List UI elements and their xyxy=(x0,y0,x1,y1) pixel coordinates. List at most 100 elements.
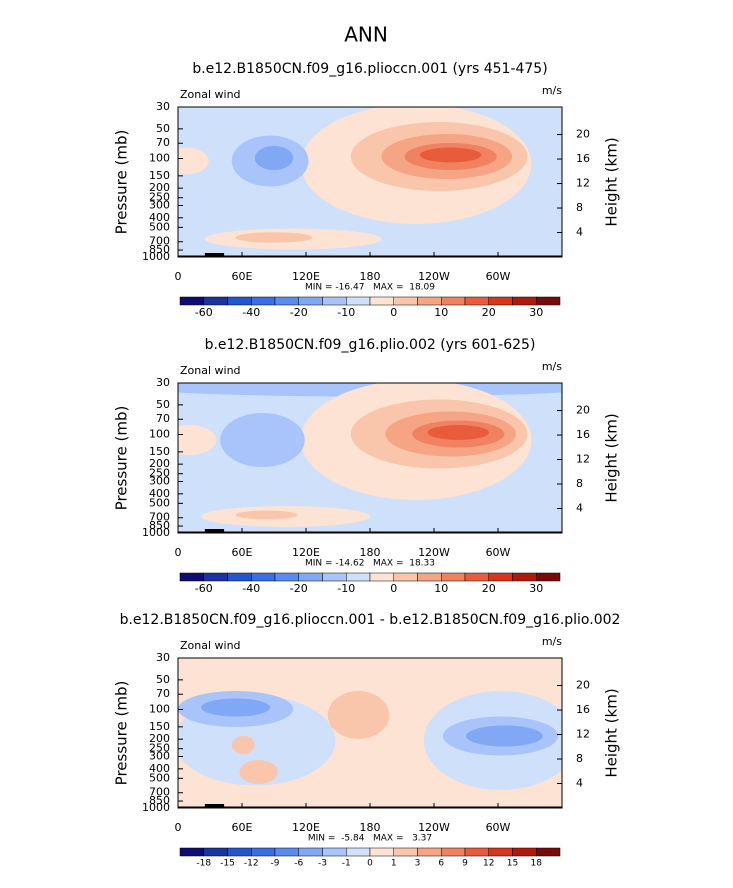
y-tick-label: 200 xyxy=(149,732,170,745)
colorbar-label: -15 xyxy=(220,859,235,869)
y-tick-label: 700 xyxy=(149,235,170,248)
colorbar-box xyxy=(512,847,537,857)
y-tick-label: 500 xyxy=(149,771,170,784)
y2-axis-label: Height (km) xyxy=(603,688,621,777)
y2-tick-label: 20 xyxy=(576,679,590,692)
y-tick-label: 300 xyxy=(149,474,170,487)
x-tick-label: 0 xyxy=(175,546,182,559)
panel-title: b.e12.B1850CN.f09_g16.plio.002 (yrs 601-… xyxy=(205,337,536,353)
colorbar-label: -60 xyxy=(195,582,213,595)
x-tick-label: 120W xyxy=(418,546,450,559)
colorbar-label: -6 xyxy=(294,859,303,869)
y-tick-label: 150 xyxy=(149,445,170,458)
colorbar-box xyxy=(179,572,204,582)
y-tick-label: 50 xyxy=(156,398,170,411)
colorbar-label: 10 xyxy=(434,306,448,319)
y-tick-label: 700 xyxy=(149,511,170,524)
y-tick-label: 1000 xyxy=(142,801,170,814)
contour-fill xyxy=(220,413,305,467)
colorbar-label: -10 xyxy=(337,582,355,595)
colorbar-box xyxy=(274,847,299,857)
y2-tick-label: 16 xyxy=(576,152,590,165)
contour-field xyxy=(178,383,562,533)
colorbar-box xyxy=(464,296,489,306)
y-tick-label: 200 xyxy=(149,181,170,194)
colorbar-box xyxy=(369,572,394,582)
x-tick-label: 60E xyxy=(232,270,253,283)
colorbar-label: -20 xyxy=(290,306,308,319)
y-tick-label: 850 xyxy=(149,243,170,256)
colorbar-box xyxy=(251,572,276,582)
colorbar-label: 20 xyxy=(482,306,496,319)
y-tick-label: 100 xyxy=(149,703,170,716)
colorbar-box xyxy=(274,572,299,582)
y-tick-label: 300 xyxy=(149,198,170,211)
colorbar-box xyxy=(203,847,228,857)
y2-tick-label: 4 xyxy=(576,502,583,515)
min-max: MIN = -5.84 MAX = 3.37 xyxy=(308,834,432,844)
contour-fill xyxy=(419,147,482,163)
colorbar-label: -20 xyxy=(290,582,308,595)
contour-field xyxy=(178,658,562,808)
colorbar-box xyxy=(536,847,561,857)
y2-tick-label: 4 xyxy=(576,777,583,790)
y2-axis-label: Height (km) xyxy=(603,413,621,502)
y-tick-label: 30 xyxy=(156,376,170,389)
y2-tick-label: 8 xyxy=(576,477,583,490)
colorbar-box xyxy=(441,572,466,582)
colorbar-label: -40 xyxy=(242,582,260,595)
colorbar-label: -60 xyxy=(195,306,213,319)
y2-tick-label: 16 xyxy=(576,428,590,441)
y2-tick-label: 16 xyxy=(576,703,590,716)
colorbar-box xyxy=(227,296,252,306)
right-label: m/s xyxy=(542,84,562,97)
left-label: Zonal wind xyxy=(180,88,241,101)
colorbar-label: 6 xyxy=(438,859,444,869)
y-tick-label: 30 xyxy=(156,651,170,664)
x-tick-label: 120E xyxy=(292,270,320,283)
colorbar-box xyxy=(536,296,561,306)
colorbar-box xyxy=(441,847,466,857)
colorbar-label: 0 xyxy=(390,306,397,319)
y2-tick-label: 8 xyxy=(576,752,583,765)
figure-title: ANN xyxy=(344,23,388,47)
colorbar-box xyxy=(369,296,394,306)
y-tick-label: 70 xyxy=(156,412,170,425)
colorbar-label: 30 xyxy=(529,306,543,319)
contour-fill xyxy=(239,760,278,784)
y-tick-label: 250 xyxy=(149,742,170,755)
y2-tick-label: 12 xyxy=(576,177,590,190)
colorbar-box xyxy=(536,572,561,582)
y2-tick-label: 8 xyxy=(576,201,583,214)
colorbar-box xyxy=(346,572,371,582)
y-tick-label: 500 xyxy=(149,496,170,509)
y2-tick-label: 12 xyxy=(576,728,590,741)
y-tick-label: 150 xyxy=(149,169,170,182)
y-tick-label: 700 xyxy=(149,786,170,799)
y-tick-label: 500 xyxy=(149,220,170,233)
colorbar-label: 0 xyxy=(367,859,373,869)
colorbar-box xyxy=(393,572,418,582)
min-max: MIN = -14.62 MAX = 18.33 xyxy=(305,559,435,569)
contour-fill xyxy=(427,425,490,440)
y-tick-label: 400 xyxy=(149,762,170,775)
colorbar-box xyxy=(417,572,442,582)
y-tick-label: 50 xyxy=(156,673,170,686)
colorbar-label: 9 xyxy=(462,859,468,869)
topography xyxy=(204,529,225,533)
colorbar-box xyxy=(298,572,323,582)
colorbar-label: -40 xyxy=(242,306,260,319)
colorbar-box xyxy=(464,572,489,582)
x-tick-label: 120W xyxy=(418,821,450,834)
x-tick-label: 60E xyxy=(232,546,253,559)
y-tick-label: 250 xyxy=(149,191,170,204)
panel-title: b.e12.B1850CN.f09_g16.plioccn.001 - b.e1… xyxy=(120,612,621,628)
colorbar-box xyxy=(441,296,466,306)
y-tick-label: 100 xyxy=(149,152,170,165)
colorbar-label: 18 xyxy=(531,859,543,869)
colorbar-box xyxy=(227,847,252,857)
colorbar-label: 20 xyxy=(482,582,496,595)
colorbar-box xyxy=(488,572,513,582)
colorbar-box xyxy=(512,572,537,582)
topography xyxy=(204,253,225,257)
